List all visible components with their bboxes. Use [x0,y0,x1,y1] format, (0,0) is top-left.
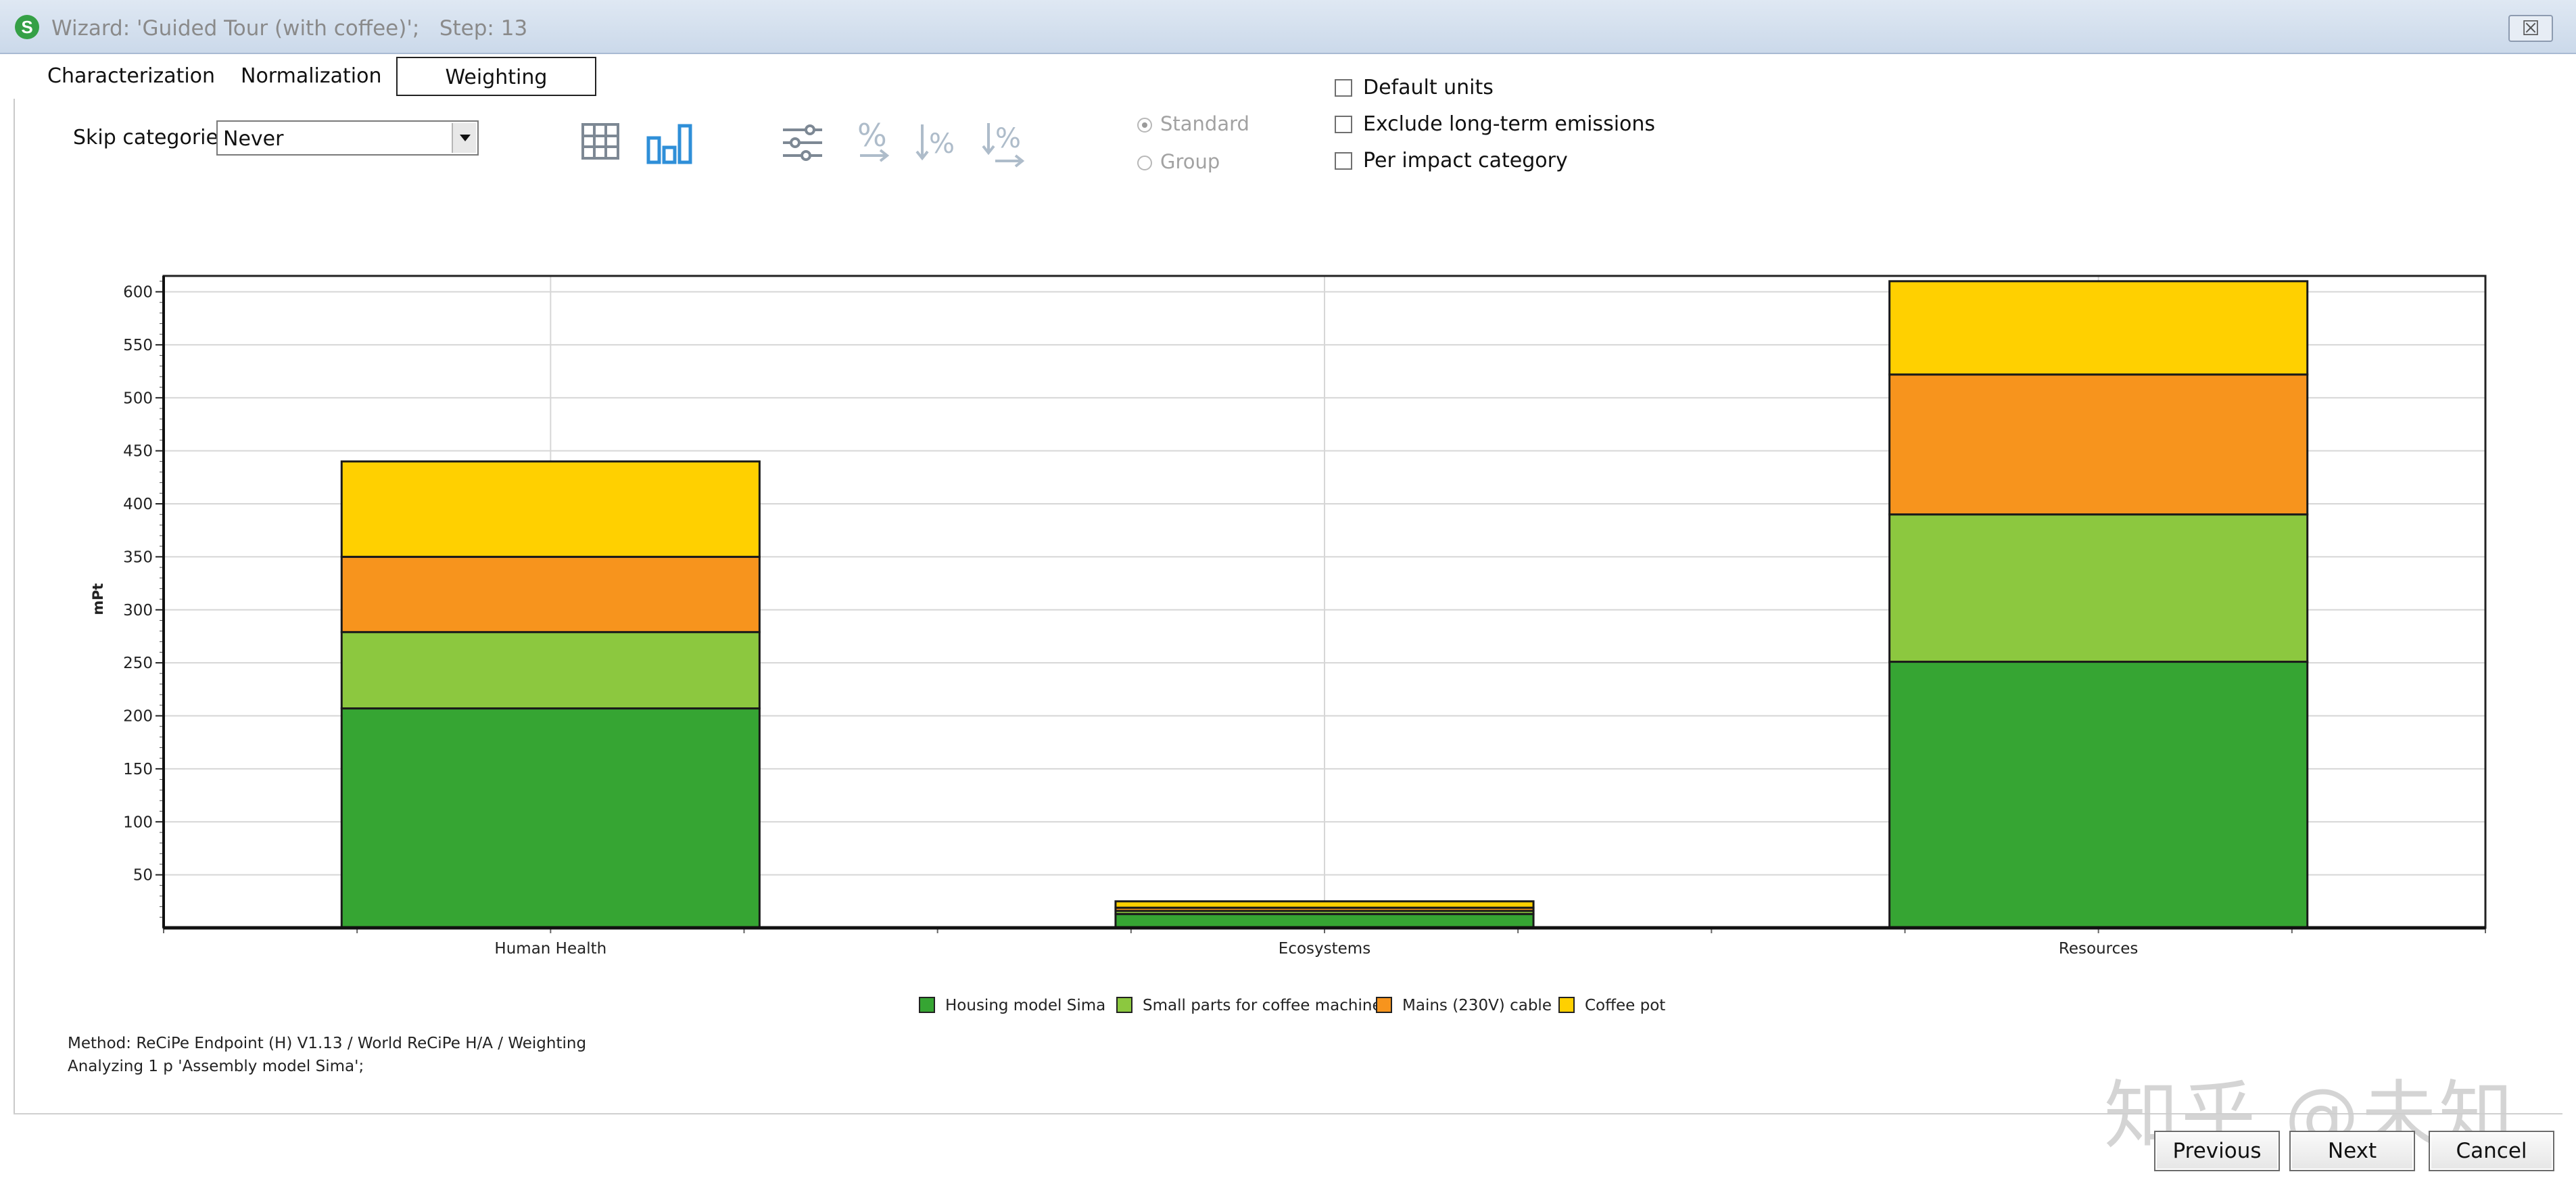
y-tick-label: 350 [123,548,153,566]
bar-segment [1888,373,2309,516]
checkbox-exclude-long-term-box[interactable] [1335,116,1352,133]
app-logo-icon: S [15,15,39,39]
checkbox-exclude-long-term[interactable]: Exclude long-term emissions [1335,112,1655,136]
svg-text:%: % [929,128,955,160]
tab-strip: Characterization Normalization Weighting [18,55,626,99]
bar-segment [1888,280,2309,376]
tab-normalization[interactable]: Normalization [241,64,382,88]
radio-group-label: Group [1160,150,1220,173]
bar-segment [340,707,761,929]
chevron-down-icon[interactable] [452,123,476,153]
x-tick-label: Ecosystems [1279,940,1370,958]
bar-segment [1888,661,2309,929]
title-bar: S Wizard: 'Guided Tour (with coffee)'; S… [0,0,2576,54]
sliders-icon[interactable] [780,122,825,164]
bar-segment [340,631,761,710]
bottom-separator [14,1113,2562,1114]
close-button[interactable]: ☒ [2508,15,2553,42]
y-tick-label: 50 [133,867,153,885]
y-tick-label: 400 [123,496,153,513]
y-tick-label: 450 [123,443,153,461]
tab-characterization[interactable]: Characterization [47,64,216,88]
y-tick-label: 150 [123,761,153,778]
y-tick-label: 300 [123,602,153,619]
bar-segment [1114,913,1535,929]
bar-segment [1888,513,2309,663]
checkbox-default-units-label: Default units [1363,76,1494,99]
x-tick-label: Resources [2059,940,2138,958]
y-tick-label: 100 [123,814,153,831]
bar-chart-icon[interactable] [645,119,694,165]
radio-standard[interactable]: Standard [1137,112,1249,135]
skip-categories-label: Skip categories [73,126,229,149]
checkbox-per-impact-category-box[interactable] [1335,152,1352,170]
skip-categories-dropdown[interactable]: Never [216,120,479,156]
grid-table-icon[interactable] [580,122,622,161]
radio-standard-label: Standard [1160,112,1249,135]
radio-group[interactable]: Group [1137,150,1220,173]
method-note: Method: ReCiPe Endpoint (H) V1.13 / Worl… [68,1035,587,1052]
sort-percent-icon[interactable]: % [980,118,1029,172]
bar-segment [1114,900,1535,909]
svg-text:%: % [995,123,1021,154]
bar-segment [340,555,761,634]
legend-swatch [1376,997,1392,1013]
y-tick-label: 550 [123,337,153,354]
previous-button[interactable]: Previous [2154,1131,2280,1171]
next-button[interactable]: Next [2289,1131,2415,1171]
legend-label: Small parts for coffee machine [1143,997,1382,1014]
skip-categories-value: Never [223,127,284,151]
radio-group-dot [1137,156,1152,170]
checkbox-default-units-box[interactable] [1335,79,1352,97]
legend-swatch [1116,997,1132,1013]
y-tick-label: 600 [123,284,153,302]
legend-label: Mains (230V) cable [1402,997,1552,1014]
sort-down-icon[interactable]: % [914,118,961,169]
legend-swatch [1558,997,1575,1013]
svg-text:%: % [857,118,887,154]
window-title: Wizard: 'Guided Tour (with coffee)'; Ste… [51,16,528,41]
checkbox-per-impact-category[interactable]: Per impact category [1335,149,1568,172]
checkbox-default-units[interactable]: Default units [1335,76,1494,99]
weighting-bar-chart: 50 100 150 200 250 300 350 400 450 500 550 600 Human… [90,275,2487,1014]
y-tick-label: 200 [123,708,153,726]
analyzing-note: Analyzing 1 p 'Assembly model Sima'; [68,1058,364,1075]
percent-icon[interactable]: % [853,118,894,169]
content-frame [14,99,2562,1113]
legend-swatch [919,997,935,1013]
legend-label: Coffee pot [1585,997,1665,1014]
x-tick-label: Human Health [494,940,606,958]
checkbox-per-impact-category-label: Per impact category [1363,149,1568,172]
cancel-button[interactable]: Cancel [2429,1131,2554,1171]
y-tick-label: 250 [123,655,153,672]
bar-segment [340,460,761,558]
legend-label: Housing model Sima [945,997,1105,1014]
radio-standard-dot [1137,118,1152,133]
y-tick-label: 500 [123,390,153,407]
y-axis-label: mPt [90,583,106,615]
checkbox-exclude-long-term-label: Exclude long-term emissions [1363,112,1656,136]
tab-weighting[interactable]: Weighting [396,57,596,96]
